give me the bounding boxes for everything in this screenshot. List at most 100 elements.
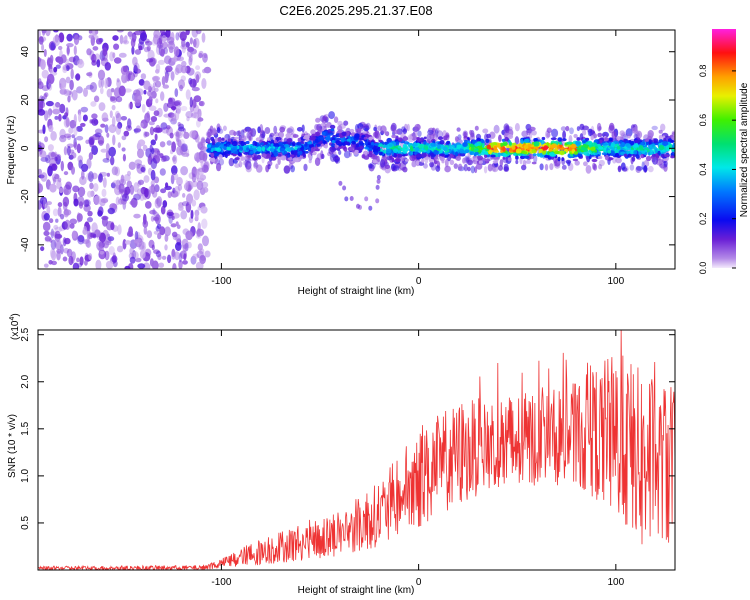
heatmap-band-halo — [308, 158, 312, 164]
heatmap-band-cell — [439, 153, 445, 157]
heatmap-band-cell — [424, 156, 430, 160]
heatmap-noise-cell — [167, 42, 176, 50]
heatmap-band-cell — [640, 142, 645, 145]
heatmap-band-cell — [254, 141, 258, 147]
heatmap-band-halo — [565, 125, 570, 132]
heatmap-band-cell — [314, 131, 321, 137]
heatmap-band-halo — [615, 157, 622, 164]
heatmap-noise-cell — [173, 46, 180, 57]
heatmap-band-halo — [349, 196, 354, 201]
heatmap-noise-cell — [203, 161, 209, 169]
heatmap-band-cell — [411, 135, 418, 141]
heatmap-band-cell — [296, 144, 302, 149]
heatmap-band-cell — [485, 140, 490, 143]
heatmap-band-cell — [359, 142, 364, 146]
heatmap-band-cell — [559, 150, 565, 156]
heatmap-noise-cell — [123, 174, 131, 182]
heatmap-noise-cell — [203, 187, 209, 193]
heatmap-noise-cell — [171, 57, 179, 62]
heatmap-noise-cell — [105, 143, 110, 152]
heatmap-noise-cell — [148, 105, 157, 111]
heatmap-band-cell — [383, 144, 388, 148]
heatmap-noise-cell — [48, 152, 56, 160]
heatmap-noise-cell — [129, 34, 138, 41]
heatmap-band-cell — [597, 155, 603, 160]
heatmap-noise-cell — [78, 113, 82, 123]
heatmap-band-halo — [343, 150, 351, 159]
heatmap-noise-cell — [100, 123, 106, 128]
heatmap-noise-cell — [182, 244, 189, 252]
heatmap-noise-cell — [110, 182, 116, 189]
heatmap-band-cell — [248, 135, 252, 141]
heatmap-noise-cell — [89, 50, 95, 61]
heatmap-noise-cell — [97, 135, 105, 146]
heatmap-y-tick-label: -40 — [20, 237, 31, 252]
heatmap-frame — [37, 29, 676, 270]
heatmap-band-cell — [627, 135, 631, 139]
heatmap-noise-cell — [112, 134, 116, 146]
heatmap-noise-cell — [171, 172, 179, 181]
heatmap-band-cell — [662, 141, 669, 146]
heatmap-noise-cell — [145, 40, 153, 46]
heatmap-noise-cell — [177, 122, 181, 127]
heatmap-band-cell — [278, 142, 283, 146]
heatmap-noise-cell — [157, 232, 162, 240]
heatmap-noise-cell — [185, 89, 191, 100]
heatmap-noise-cell — [129, 184, 135, 195]
heatmap-noise-cell — [116, 79, 121, 88]
heatmap-noise-cell — [156, 41, 164, 49]
heatmap-band-cell — [641, 150, 645, 154]
heatmap-band-cell — [656, 154, 660, 159]
heatmap-band-cell — [449, 159, 455, 165]
snr-y-tick-label: 2.5 — [20, 327, 31, 341]
heatmap-band-cell — [325, 136, 331, 141]
heatmap-band-cell — [651, 153, 656, 157]
heatmap-band-cell — [273, 143, 280, 147]
heatmap-band-cell — [316, 143, 321, 147]
heatmap-noise-cell — [40, 157, 49, 162]
heatmap-noise-cell — [160, 155, 167, 163]
heatmap-band-halo — [544, 163, 549, 171]
snr-y-ticks: 0.5 1.0 1.5 2.0 2.5 — [20, 327, 675, 530]
heatmap-noise-cell — [128, 226, 134, 237]
heatmap-band-halo — [573, 133, 578, 139]
snr-panel: -100 0 100 0.5 1.0 1.5 2.0 2.5 Height of strai… — [7, 313, 676, 596]
heatmap-noise-cell — [182, 260, 188, 265]
heatmap-noise-cell — [142, 164, 146, 174]
heatmap-noise-cell — [145, 148, 153, 158]
heatmap-band-cell — [286, 136, 290, 139]
heatmap-band-cell — [389, 155, 393, 159]
heatmap-band-halo — [239, 134, 246, 143]
heatmap-band-cell — [384, 132, 389, 136]
heatmap-band-halo — [611, 131, 617, 139]
heatmap-band-cell — [401, 148, 405, 152]
heatmap-noise-cell — [47, 83, 53, 91]
heatmap-band-cell — [671, 144, 675, 149]
heatmap-noise-cell — [81, 163, 89, 172]
colorbar-tick-label: 0.0 — [698, 262, 708, 275]
heatmap-noise-cell — [133, 64, 138, 74]
heatmap-band-cell — [591, 158, 598, 163]
heatmap-band-cell — [398, 153, 403, 158]
heatmap-noise-cell — [201, 78, 207, 89]
heatmap-noise-cell — [160, 91, 165, 102]
heatmap-band-halo — [521, 164, 527, 171]
heatmap-band-halo — [328, 111, 335, 120]
heatmap-band-cell — [402, 144, 407, 149]
heatmap-noise-cell — [79, 175, 87, 186]
heatmap-noise-cell — [153, 176, 160, 184]
heatmap-band-cell — [235, 150, 239, 155]
heatmap-band-halo — [529, 126, 536, 131]
heatmap-band-cell — [520, 155, 526, 160]
heatmap-noise-cell — [180, 210, 188, 220]
heatmap-band-cell — [312, 151, 317, 156]
heatmap-noise-cell — [170, 118, 178, 125]
heatmap-noise-region — [38, 30, 212, 269]
heatmap-noise-cell — [39, 150, 47, 159]
heatmap-band-halo — [470, 165, 475, 174]
heatmap-noise-cell — [84, 259, 88, 266]
heatmap-band-halo — [376, 178, 381, 184]
heatmap-band-cell — [502, 156, 506, 160]
heatmap-band-cell — [415, 147, 420, 152]
heatmap-band-cell — [388, 143, 393, 147]
